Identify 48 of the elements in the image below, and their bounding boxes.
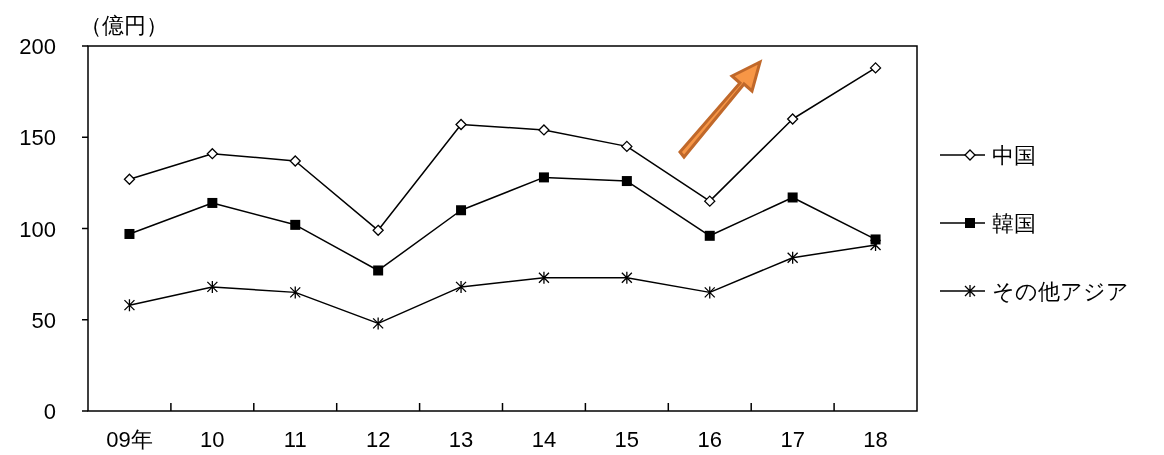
x-tick-label: 10 <box>200 427 225 452</box>
x-tick-label: 17 <box>780 427 805 452</box>
y-axis-title: （億円） <box>80 13 168 38</box>
point <box>538 271 550 285</box>
legend-label: その他アジア <box>992 279 1129 304</box>
y-tick-label: 50 <box>31 307 56 333</box>
x-tick-label: 09年 <box>106 427 153 452</box>
point <box>869 62 882 74</box>
y-tick-label: 200 <box>19 34 56 59</box>
x-tick-label: 12 <box>365 427 391 452</box>
point <box>787 251 799 265</box>
point <box>455 280 467 294</box>
point <box>456 205 467 216</box>
x-tick-label: 11 <box>283 427 307 452</box>
point <box>124 228 135 239</box>
point <box>704 285 716 300</box>
x-tick-label: 16 <box>697 427 722 452</box>
point <box>455 118 467 131</box>
x-tick-label: 13 <box>448 427 474 452</box>
point <box>538 172 549 183</box>
point <box>289 155 301 167</box>
point <box>207 197 218 208</box>
point <box>869 238 882 252</box>
legend-label: 韓国 <box>992 211 1036 236</box>
point <box>787 192 798 203</box>
y-tick-label: 100 <box>19 216 56 242</box>
point <box>373 265 384 276</box>
point <box>372 224 384 236</box>
point <box>290 219 301 230</box>
y-tick-label: 150 <box>19 125 56 151</box>
legend-label: 中国 <box>992 143 1036 168</box>
point <box>123 173 136 185</box>
point <box>206 148 218 160</box>
point <box>206 280 218 294</box>
point <box>123 298 136 312</box>
point <box>704 195 716 207</box>
point <box>621 140 633 153</box>
point <box>372 316 384 331</box>
point <box>538 124 550 136</box>
x-tick-label: 18 <box>863 427 888 452</box>
y-tick-label: 0 <box>43 399 56 424</box>
point <box>704 230 715 241</box>
point <box>621 176 632 187</box>
x-tick-label: 14 <box>531 427 557 452</box>
x-tick-label: 15 <box>614 427 640 452</box>
point <box>289 285 301 300</box>
point <box>787 113 799 125</box>
point <box>621 271 633 285</box>
